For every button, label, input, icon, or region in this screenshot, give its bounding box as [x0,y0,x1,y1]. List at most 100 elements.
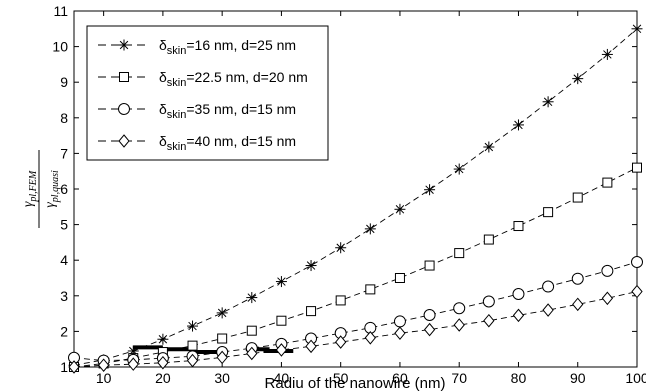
asterisk-stroke [514,120,523,130]
square-marker [632,162,642,173]
asterisk-marker [572,73,584,85]
asterisk-stroke [543,97,553,107]
asterisk-marker [118,39,130,51]
square-marker [394,273,405,283]
axes: 10 20 30 40 50 60 70 80 90 100 1 2 3 4 5 6 7 8 9 10 11 [52,3,646,386]
legend-entry: δskin=16 nm, d=25 nm [98,37,296,57]
x-tick-label: 50 [333,370,349,386]
square-marker [187,340,198,351]
diamond-marker [216,350,228,365]
asterisk-stroke [425,185,434,194]
diamond-marker [157,355,169,370]
diamond-marker [186,353,199,368]
asterisk-stroke [336,243,345,252]
square-marker [276,315,287,326]
asterisk-marker [157,333,169,345]
y-axis-label: γpl,FEM γpl,quasi [21,150,61,228]
asterisk-marker [364,223,376,235]
square-marker [454,248,465,259]
y-label-numerator: γpl,FEM [21,170,39,207]
x-tick-label: 100 [625,370,646,386]
circle-marker [423,309,436,322]
diamond-marker [453,318,465,332]
y-tick-label: 4 [60,252,68,268]
legend-label: δskin=40 nm, d=15 nm [159,133,296,153]
diamond-marker [394,326,406,340]
diamond-marker [631,284,643,299]
circle-marker [453,302,466,315]
square-marker [246,325,257,336]
square-marker [513,221,524,232]
circle-marker [542,280,555,293]
asterisk-marker [483,141,495,153]
x-tick-label: 30 [214,370,230,386]
asterisk-stroke [366,224,375,234]
asterisk-stroke [217,308,227,318]
y-tick-label: 8 [60,110,68,126]
square-marker [365,284,376,295]
x-tick-label: 70 [451,370,467,386]
x-axis-label: Radiu of the nanowire (nm) [265,375,446,391]
y-tick-label: 2 [60,323,68,339]
diamond-marker [246,346,258,361]
asterisk-marker [542,96,554,108]
asterisk-marker [246,292,258,304]
square-marker [217,333,228,344]
asterisk-marker [305,260,317,272]
square-marker [335,295,346,306]
diamond-marker [275,343,288,357]
legend-label: δskin=22.5 nm, d=20 nm [159,69,308,89]
asterisk-stroke [573,74,582,83]
asterisk-marker [631,23,643,35]
series-diamond [68,284,643,374]
diamond-marker [127,357,139,371]
diamond-marker [601,291,614,306]
circle-marker [118,103,130,115]
asterisk-marker [275,276,287,288]
asterisk-marker [335,242,347,254]
square-marker [483,234,494,245]
asterisk-stroke [119,40,129,50]
circle-marker [512,288,525,301]
diamond-marker [483,313,495,328]
series-group [68,23,643,374]
asterisk-marker [424,184,436,196]
square-marker [543,207,554,218]
series-line [73,28,638,366]
asterisk-stroke [632,24,642,34]
x-tick-label: 10 [96,370,112,386]
square-marker [572,192,583,203]
square-marker [119,72,129,82]
legend-entry: δskin=35 nm, d=15 nm [98,101,296,121]
legend: δskin=16 nm, d=25 nm δskin=22.5 nm, d=20 … [86,25,329,161]
legend-label: δskin=16 nm, d=25 nm [159,37,296,57]
y-tick-label: 7 [60,145,68,161]
asterisk-marker [512,119,524,131]
circle-marker [482,295,495,308]
diamond-marker [423,322,436,337]
y-tick-label: 10 [52,39,68,55]
legend-entry: δskin=40 nm, d=15 nm [98,133,296,153]
diamond-marker [97,358,110,373]
asterisk-stroke [158,334,168,344]
x-tick-label: 60 [392,370,408,386]
x-tick-label: 40 [274,370,290,386]
series-asterisk [68,23,643,371]
series-square [69,162,642,372]
asterisk-stroke [247,293,257,302]
asterisk-stroke [454,164,464,174]
diamond-marker [542,303,554,317]
asterisk-stroke [603,50,612,59]
asterisk-marker [601,48,613,60]
diamond-marker [68,360,80,374]
y-tick-label: 6 [60,181,68,197]
y-tick-label: 5 [60,217,68,233]
legend-entry: δskin=22.5 nm, d=20 nm [98,69,308,89]
x-tick-label: 20 [155,370,171,386]
asterisk-stroke [277,277,286,286]
asterisk-marker [216,307,228,319]
y-tick-label: 9 [60,74,68,90]
asterisk-marker [453,163,465,175]
square-marker [602,177,613,188]
